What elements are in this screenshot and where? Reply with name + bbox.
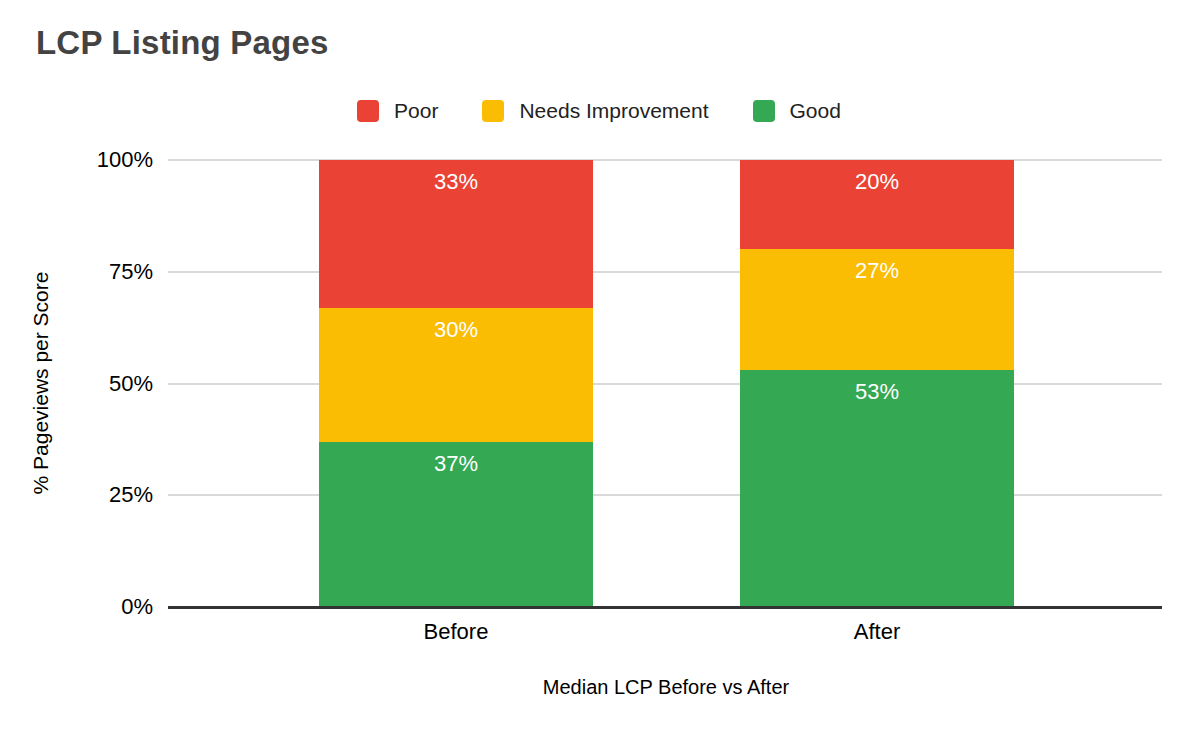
bar-before: 37% 30% 33% [319,160,593,607]
bar-segment-value-label: 20% [740,169,1014,195]
x-axis-line [168,606,1162,609]
chart-canvas: LCP Listing Pages PoorNeeds ImprovementG… [0,0,1198,740]
bar-segment-good: 37% [319,442,593,607]
plot-area: 0% 25% 50% 75% 100% 37% 30% 33% Before 53% 27% 20% A… [0,0,1198,740]
bar-segment-value-label: 53% [740,379,1014,405]
y-axis-title: % Pageviews per Score [29,233,55,533]
bar-segment-value-label: 30% [319,317,593,343]
y-tick-label: 100% [63,147,153,173]
bar-segment-value-label: 37% [319,451,593,477]
bar-segment-poor: 33% [319,160,593,308]
y-tick-label: 75% [63,259,153,285]
bar-segment-value-label: 33% [319,169,593,195]
x-axis-title: Median LCP Before vs After [170,676,1162,699]
y-tick-label: 50% [63,371,153,397]
bar-after: 53% 27% 20% [740,160,1014,607]
bar-segment-poor: 20% [740,160,1014,249]
x-category-label: Before [319,619,593,645]
x-category-label: After [740,619,1014,645]
y-tick-label: 0% [63,594,153,620]
bar-segment-needs-improvement: 30% [319,308,593,442]
bar-segment-needs-improvement: 27% [740,249,1014,370]
bar-segment-good: 53% [740,370,1014,607]
y-tick-label: 25% [63,482,153,508]
bar-segment-value-label: 27% [740,258,1014,284]
